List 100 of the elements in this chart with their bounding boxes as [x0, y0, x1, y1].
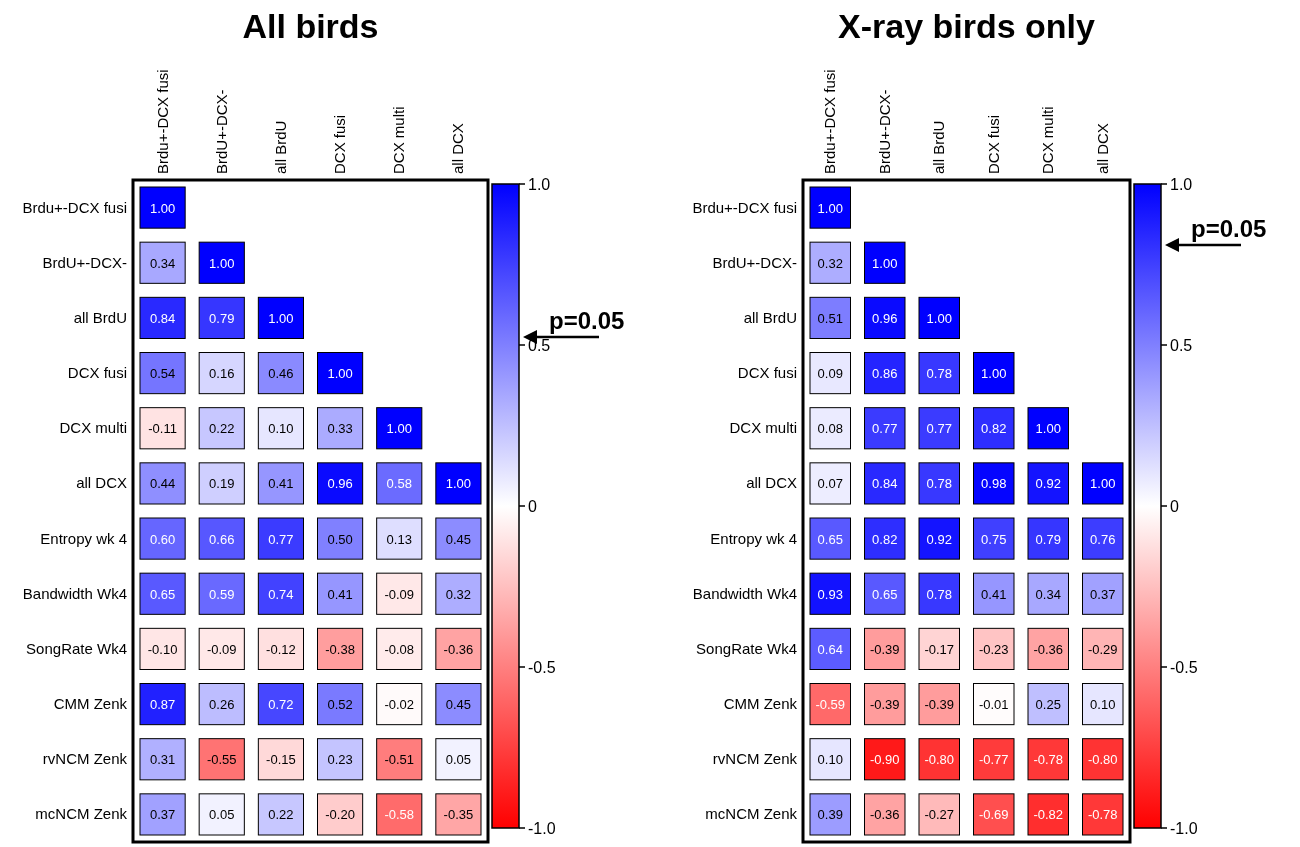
data-label: 0.78: [926, 366, 952, 382]
data-label: -0.58: [384, 807, 415, 823]
data-label: 0.23: [327, 752, 353, 768]
data-label: 0.77: [872, 421, 898, 437]
data-label: -0.38: [325, 641, 355, 657]
data-label: 0.19: [209, 476, 235, 492]
y-tick-label: mcNCM Zenk: [705, 805, 798, 823]
y-tick-label: all BrdU: [73, 308, 127, 326]
data-label: 0.78: [926, 586, 952, 602]
y-tick-label: CMM Zenk: [723, 695, 798, 713]
data-label: -0.39: [869, 641, 900, 657]
data-label: 0.65: [817, 531, 843, 547]
data-label: 0.05: [445, 752, 472, 768]
y-tick-label: DCX fusi: [67, 364, 127, 382]
data-label: -0.90: [869, 752, 900, 768]
x-tick-label: all BrdU: [930, 120, 948, 174]
data-label: 1.00: [1090, 476, 1116, 492]
x-tick-label: all DCX: [1093, 123, 1111, 174]
data-label: 1.00: [981, 366, 1007, 382]
data-label: -0.29: [1087, 641, 1118, 657]
y-tick-label: Brdu+-DCX fusi: [692, 198, 797, 216]
data-label: 0.32: [445, 586, 472, 602]
color-bar-label: -1.0: [528, 820, 556, 837]
y-tick-label: BrdU+-DCX-: [712, 253, 797, 271]
data-label: 0.32: [817, 255, 843, 271]
data-label: 0.51: [817, 310, 843, 326]
data-label: 0.92: [1035, 476, 1061, 492]
y-tick-label: rvNCM Zenk: [712, 750, 798, 768]
data-label: 0.25: [1035, 697, 1061, 713]
data-label: 0.64: [817, 641, 843, 657]
data-label: 0.37: [149, 807, 176, 823]
data-label: -0.78: [1033, 752, 1064, 768]
data-label: -0.10: [147, 641, 178, 657]
data-label: 0.05: [209, 807, 235, 823]
data-label: 0.86: [872, 366, 898, 382]
data-label: -0.01: [978, 697, 1009, 713]
data-label: -0.80: [924, 752, 955, 768]
data-label: 0.44: [149, 476, 176, 492]
y-tick-label: Bandwidth Wk4: [692, 584, 797, 602]
data-label: -0.77: [978, 752, 1009, 768]
data-label: 0.22: [209, 421, 235, 437]
x-tick-label: BrdU+-DCX-: [875, 89, 893, 174]
color-bar-label: -1.0: [1170, 820, 1198, 837]
data-label: -0.39: [869, 697, 900, 713]
data-label: 0.13: [386, 531, 412, 547]
y-tick-label: SongRate Wk4: [696, 639, 797, 657]
data-label: -0.36: [1033, 641, 1064, 657]
y-tick-label: all BrdU: [743, 308, 797, 326]
data-label: -0.35: [443, 807, 474, 823]
y-tick-label: DCX fusi: [737, 364, 797, 382]
y-tick-label: Entropy wk 4: [40, 529, 127, 547]
data-label: 0.82: [872, 531, 898, 547]
chart-title: All birds: [242, 7, 379, 45]
data-label: 0.65: [149, 586, 176, 602]
data-label: 0.22: [268, 807, 294, 823]
x-tick-label: BrdU+-DCX-: [212, 89, 230, 174]
data-label: 0.74: [268, 586, 294, 602]
y-tick-label: Bandwidth Wk4: [22, 584, 127, 602]
data-label: 0.82: [981, 421, 1007, 437]
data-label: -0.09: [384, 586, 415, 602]
y-tick-label: Entropy wk 4: [710, 529, 797, 547]
data-label: 0.45: [445, 697, 472, 713]
data-label: -0.11: [148, 421, 177, 437]
x-tick-label: DCX multi: [1039, 106, 1057, 174]
data-label: 0.98: [981, 476, 1007, 492]
data-label: 0.76: [1090, 531, 1116, 547]
data-label: 0.31: [149, 752, 176, 768]
data-label: -0.17: [924, 641, 955, 657]
data-label: 1.00: [209, 255, 235, 271]
data-label: -0.51: [384, 752, 415, 768]
data-label: 1.00: [817, 200, 843, 216]
data-label: -0.12: [266, 641, 296, 657]
data-label: -0.69: [978, 807, 1009, 823]
data-label: 0.84: [149, 310, 176, 326]
data-label: -0.78: [1087, 807, 1118, 823]
x-tick-label: DCX fusi: [331, 114, 349, 174]
data-label: -0.15: [266, 752, 296, 768]
data-label: 0.79: [1035, 531, 1061, 547]
data-label: 0.92: [926, 531, 952, 547]
data-label: 1.00: [268, 310, 294, 326]
y-tick-label: CMM Zenk: [53, 695, 128, 713]
data-label: -0.09: [206, 641, 237, 657]
color-bar-label: -0.5: [1170, 659, 1198, 676]
data-label: 0.41: [327, 586, 353, 602]
data-label: 0.10: [268, 421, 294, 437]
y-tick-label: mcNCM Zenk: [35, 805, 128, 823]
color-bar-label: 1.0: [528, 176, 551, 193]
y-tick-label: rvNCM Zenk: [42, 750, 128, 768]
data-label: 0.50: [327, 531, 353, 547]
data-label: -0.39: [924, 697, 955, 713]
data-label: 0.60: [149, 531, 176, 547]
data-label: -0.59: [815, 697, 846, 713]
data-label: 0.39: [817, 807, 843, 823]
data-label: 0.96: [327, 476, 353, 492]
data-label: -0.23: [978, 641, 1009, 657]
data-label: 1.00: [872, 255, 898, 271]
data-label: 0.41: [981, 586, 1007, 602]
data-label: -0.82: [1033, 807, 1064, 823]
data-label: -0.36: [443, 641, 474, 657]
data-label: 0.33: [327, 421, 353, 437]
